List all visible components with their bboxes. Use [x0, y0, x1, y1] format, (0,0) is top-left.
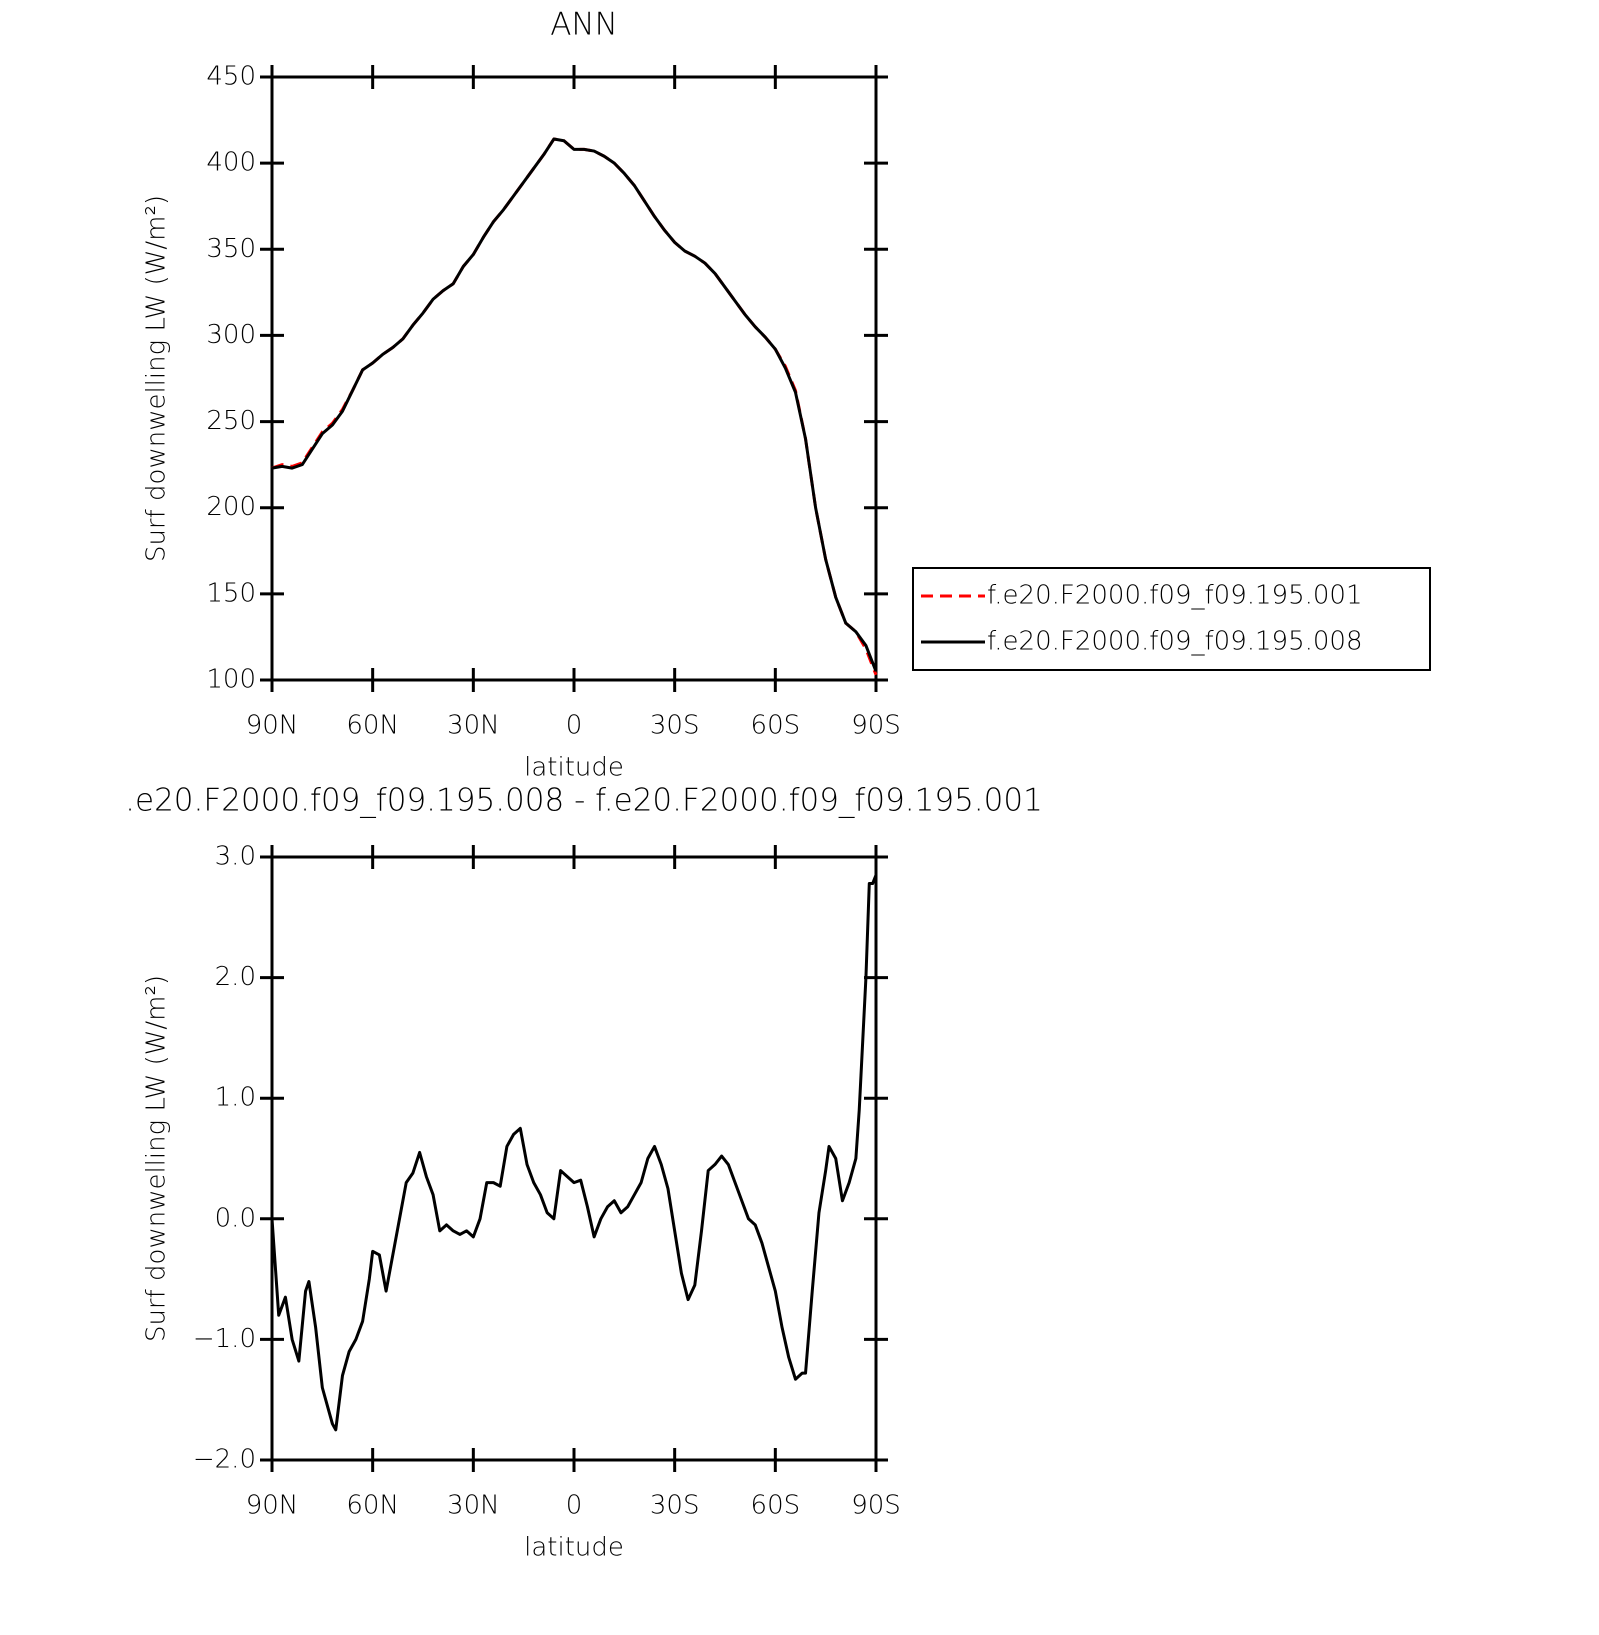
plot-frame [270, 75, 878, 682]
x-tick-label: 30S [650, 1491, 700, 1521]
y-tick-label: 200 [206, 492, 256, 522]
y-tick-label: 400 [206, 148, 256, 178]
y-tick-label: 100 [206, 665, 256, 695]
legend-label: f.e20.F2000.f09_f09.195.001 [987, 581, 1363, 611]
y-tick-label: 0.0 [215, 1203, 256, 1233]
y-tick-label: 250 [206, 406, 256, 436]
y-tick-label: 450 [206, 62, 256, 92]
legend-label: f.e20.F2000.f09_f09.195.008 [987, 627, 1363, 657]
x-tick-label: 60S [751, 1491, 801, 1521]
x-tick-label: 30N [447, 1491, 500, 1521]
y-tick-label: 150 [206, 578, 256, 608]
x-tick-label: 90N [246, 711, 299, 741]
data-line [271, 137, 878, 672]
y-tick-label: −1.0 [193, 1324, 256, 1354]
x-tick-label: 0 [566, 711, 583, 741]
x-tick-label: 0 [566, 1491, 583, 1521]
x-tick-label: 60N [346, 1491, 399, 1521]
y-tick-label: −2.0 [193, 1445, 256, 1475]
y-tick-label: 3.0 [215, 842, 256, 872]
y-tick-label: 1.0 [215, 1083, 256, 1113]
x-tick-label: 90N [246, 1491, 299, 1521]
x-tick-label: 60S [751, 711, 801, 741]
x-tick-label: 30S [650, 711, 700, 741]
legend-box [912, 567, 1431, 671]
chart-title: .e20.F2000.f09_f09.195.008 - f.e20.F2000… [125, 783, 1043, 819]
x-tick-label: 90S [851, 1491, 901, 1521]
x-tick-label: 60N [346, 711, 399, 741]
x-tick-label: 30N [447, 711, 500, 741]
plot-frame [270, 855, 878, 1462]
y-tick-label: 300 [206, 320, 256, 350]
data-line [271, 137, 878, 676]
y-axis-label: Surf downwelling LW (W/m²) [142, 195, 172, 562]
x-axis-label: latitude [524, 1533, 624, 1563]
data-line [270, 874, 878, 1432]
y-tick-label: 350 [206, 234, 256, 264]
x-axis-label: latitude [524, 753, 624, 783]
y-axis-label: Surf downwelling LW (W/m²) [142, 975, 172, 1342]
y-tick-label: 2.0 [215, 962, 256, 992]
chart-title: ANN [550, 7, 618, 43]
x-tick-label: 90S [851, 711, 901, 741]
